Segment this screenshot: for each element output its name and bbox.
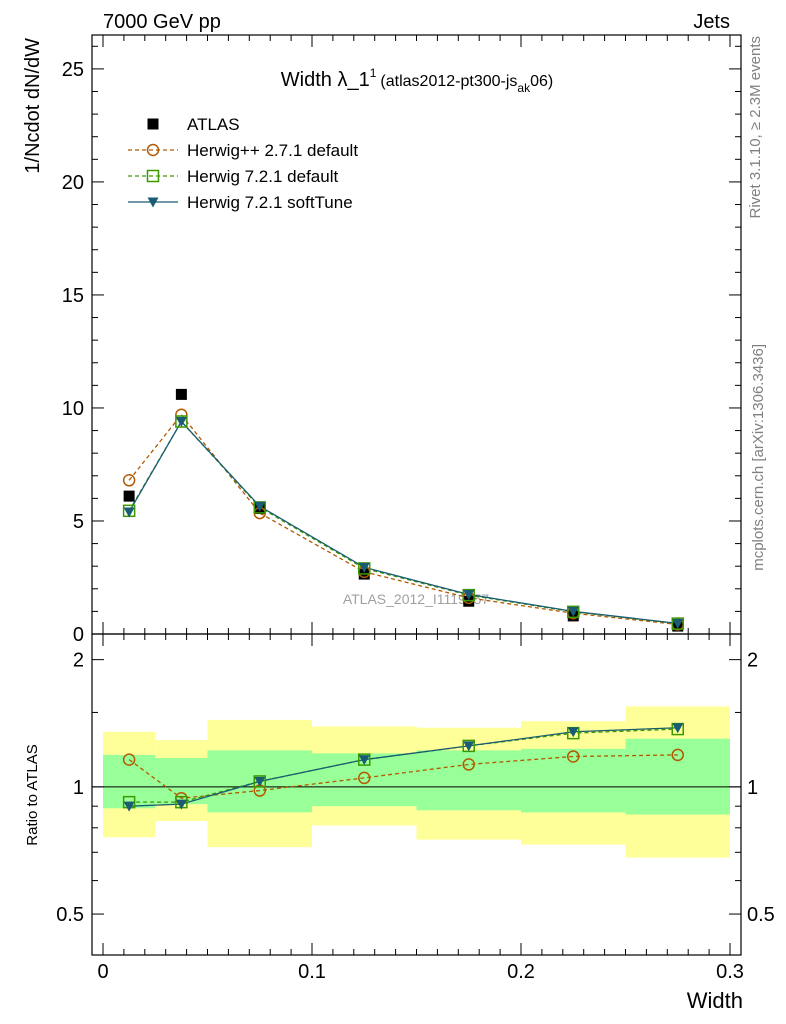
legend-marker [147,118,159,130]
title-end: 06) [530,73,553,90]
main-series-point [122,474,136,487]
ratio-series-point [463,741,475,752]
legend-label: Herwig 7.2.1 default [187,167,338,186]
main-series-point [463,589,475,600]
ratio-series-point [567,750,580,763]
ratio-series-point [254,776,266,787]
ratio-ytick-label-right: 1 [747,777,758,799]
main-ytick-label: 25 [62,59,84,81]
ratio-series-point [122,753,136,766]
ratio-xtick-label: 0 [97,961,108,983]
header-left: 7000 GeV pp [103,11,221,33]
ratio-series-point [358,755,370,766]
main-ytick-label: 5 [73,511,84,533]
ratio-series-point [358,771,371,785]
main-series-point [671,617,684,630]
main-ytick-label: 20 [62,172,84,194]
ratio-ytick-label: 0.5 [56,904,84,926]
main-series-point [254,501,266,512]
main-series-point [175,388,187,400]
mcplots-note: mcplots.cern.ch [arXiv:1306.3436] [750,344,767,571]
legend-label: Herwig 7.2.1 softTune [187,193,353,212]
legend-marker [146,143,160,157]
ratio-ytick-label-right: 0.5 [747,904,775,926]
main-series-point [358,562,370,573]
watermark: ATLAS_2012_I1119557 [343,591,490,607]
ratio-ytick-label-right: 2 [747,650,758,672]
ratio-ytick-label: 1 [73,777,84,799]
stat-uncertainty-band [103,754,156,809]
main-ytick-label: 15 [62,285,84,307]
main-title: Width λ_11 (atlas2012-pt300-jsak06) [281,66,553,95]
stat-uncertainty-band [625,738,730,815]
ratio-bands [103,706,730,858]
ratio-series-point [672,723,684,734]
ratio-series-point [123,801,135,812]
rivet-note: Rivet 3.1.10, ≥ 2.3M events [747,36,764,219]
main-series-point [462,588,475,602]
title-sub: ak [517,81,531,95]
ratio-ylabel: Ratio to ATLAS [24,744,41,845]
xlabel: Width [687,988,743,1013]
ratio-xtick-label: 0.1 [298,961,326,983]
title-sup: 1 [370,66,377,80]
main-series-point [567,605,580,619]
legend: ATLAS Herwig++ 2.7.1 default Herwig 7.2.1 … [128,115,358,212]
main-series-point [123,490,135,502]
main-series-point [567,606,579,617]
ratio-axes: 0 0.1 0.2 0.3 0.5 0.5 1 1 2 2 [56,633,775,983]
main-ytick-label: 0 [73,624,84,646]
ratio-xtick-label: 0.3 [716,961,744,983]
main-axes: 0 5 10 15 20 25 [62,34,742,646]
main-series [122,388,684,632]
ratio-ytick-label: 2 [73,650,84,672]
ratio-series-line [128,754,678,799]
main-ytick-label: 10 [62,398,84,420]
legend-label: ATLAS [187,115,240,134]
legend-marker [147,197,159,208]
ratio-series-point [567,727,579,738]
main-series-point [123,507,135,518]
stat-uncertainty-band [521,748,626,813]
header-right: Jets [693,11,730,33]
ratio-series [122,722,684,812]
legend-marker [146,169,160,183]
ratio-series-point [671,748,684,762]
main-ylabel: 1/Ncdot dN/dW [22,38,44,174]
ratio-series-point [462,758,475,771]
ratio-xtick-label: 0.2 [507,961,535,983]
title-main: Width λ_1 [281,69,370,91]
main-series-point [175,417,187,428]
legend-label: Herwig++ 2.7.1 default [187,141,358,160]
title-detail: (atlas2012-pt300-js [380,73,517,90]
main-series-point [672,618,684,629]
ratio-series-point [175,799,187,810]
stat-uncertainty-band [416,750,521,811]
